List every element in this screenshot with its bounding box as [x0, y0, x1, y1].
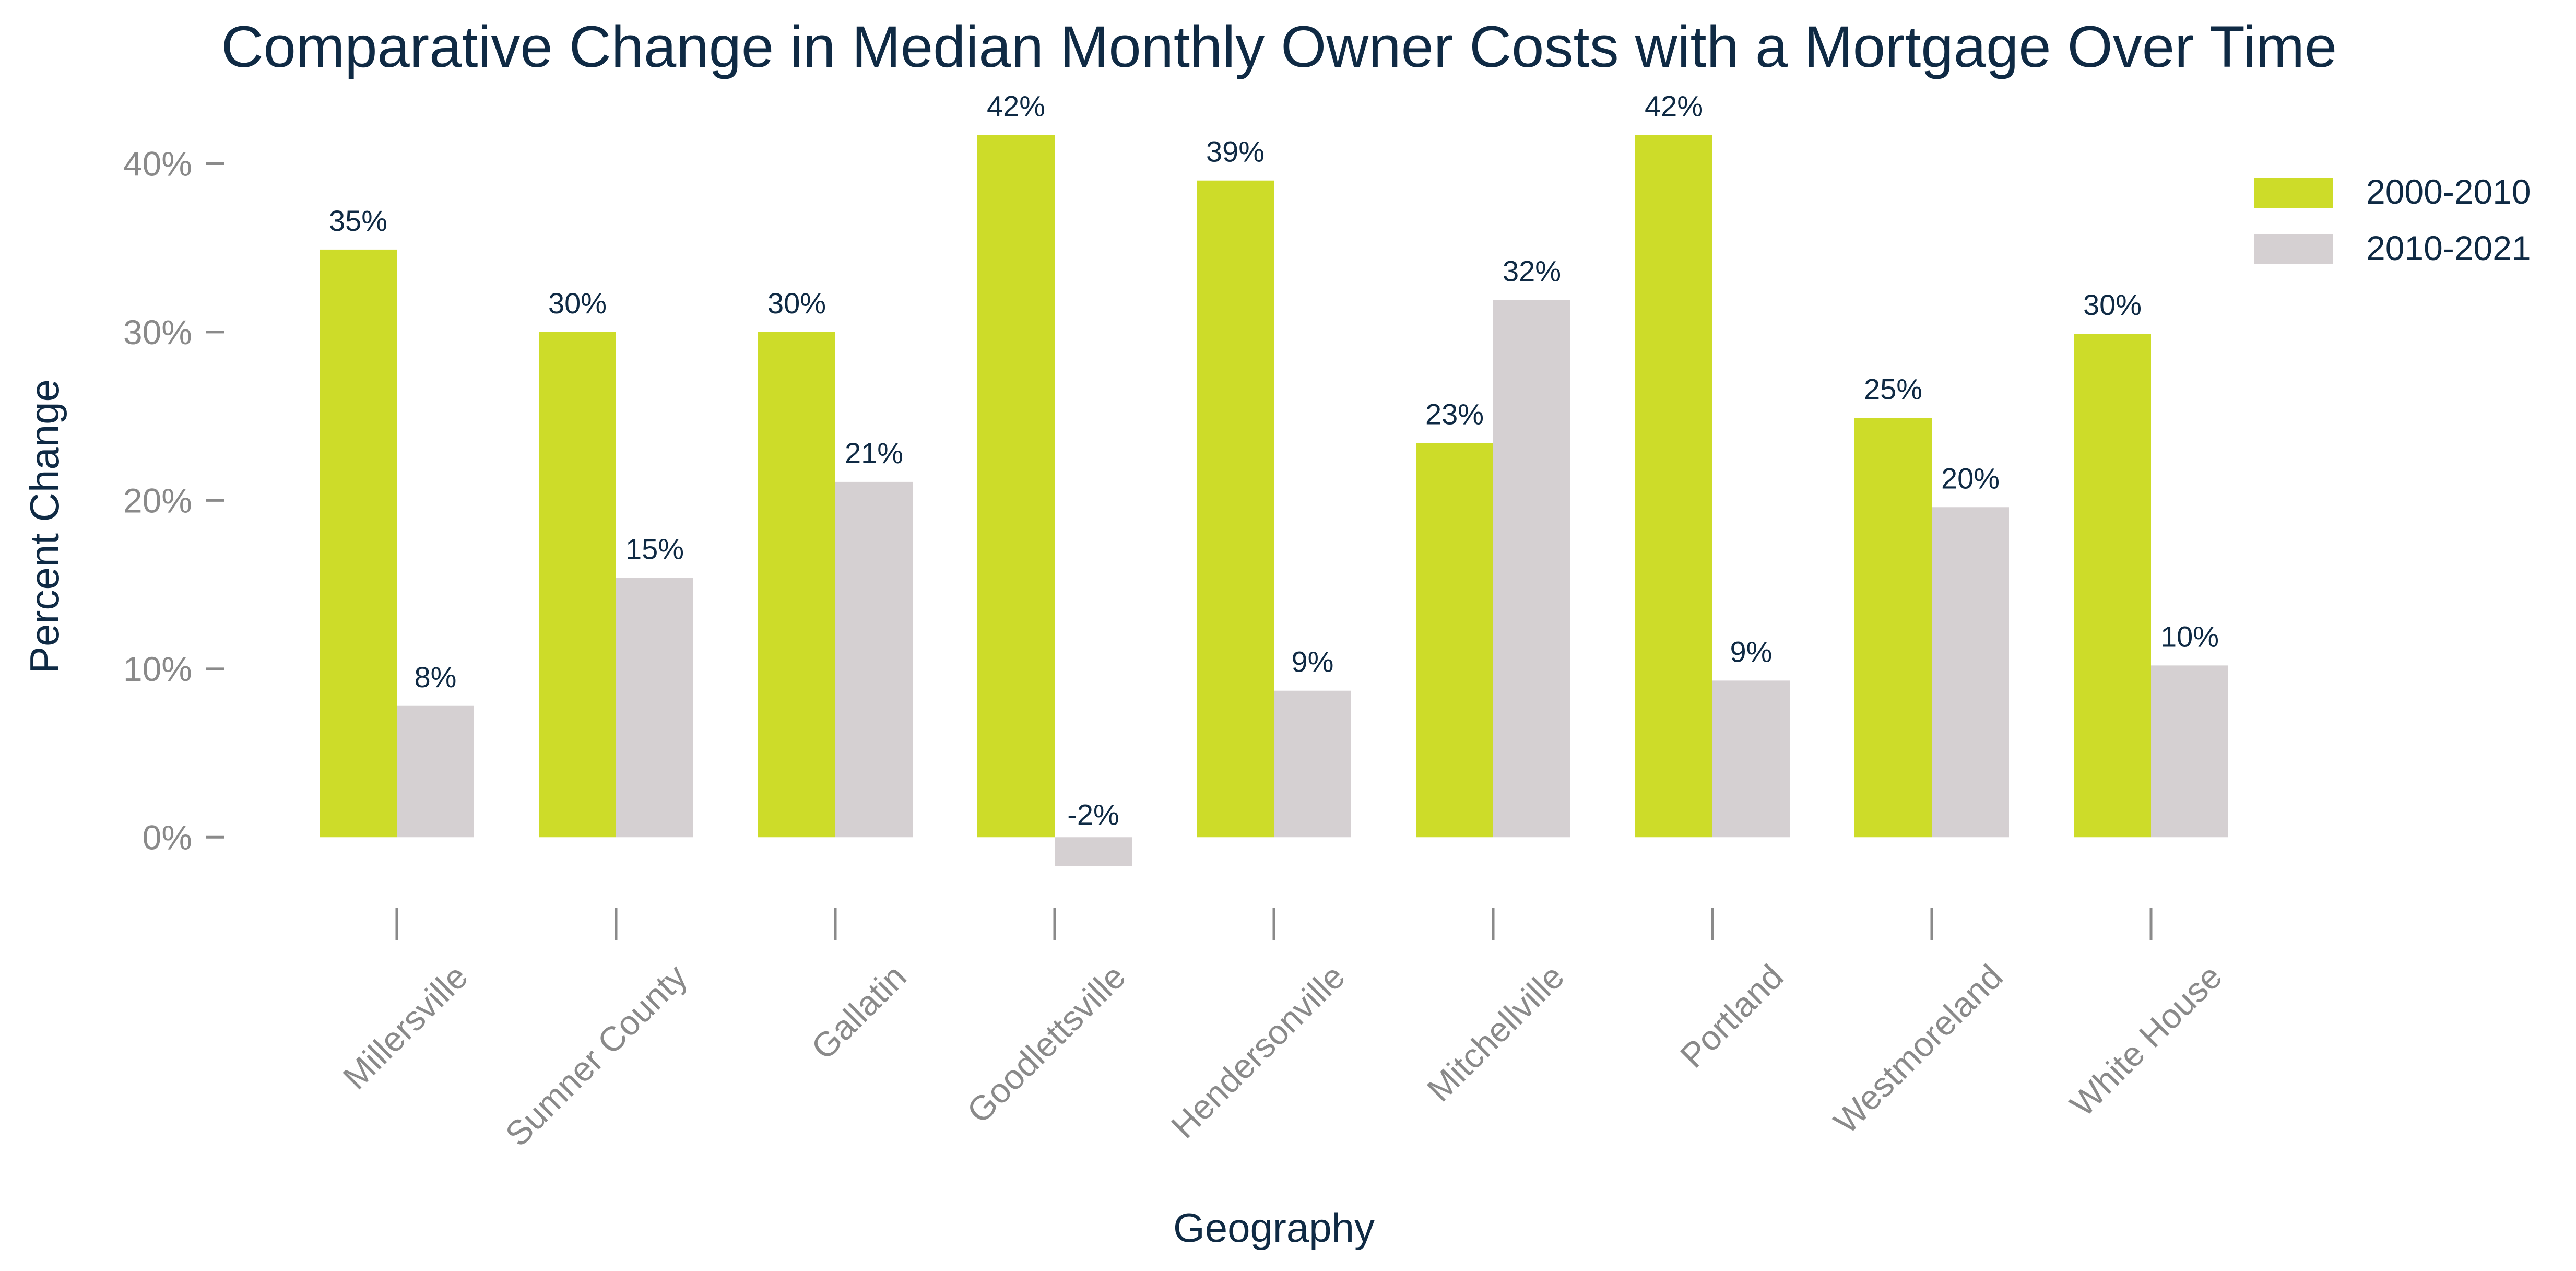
legend-label: 2010-2021	[2366, 229, 2531, 267]
bar-2000-2010	[758, 332, 835, 838]
bar-value-label: 32%	[1503, 255, 1561, 288]
bar-value-label: 30%	[548, 287, 607, 320]
bar-value-label: 8%	[415, 661, 457, 693]
bar-2010-2021	[1274, 690, 1351, 838]
data-labels-group: 35% 8% 30% 15% 30% 21% 42% -2% 39% 9% 23% 32% 42% 9% 2…	[329, 90, 2219, 831]
bar-value-label: 23%	[1425, 398, 1484, 431]
bar-2010-2021	[2151, 665, 2228, 838]
bar-value-label: 35%	[329, 204, 387, 237]
x-category-label: Millersville	[335, 957, 475, 1097]
x-axis-title: Geography	[1173, 1205, 1375, 1251]
legend-label: 2000-2010	[2366, 172, 2531, 211]
bar-2010-2021	[1932, 507, 2009, 838]
x-category-label: Portland	[1673, 957, 1791, 1075]
bar-2000-2010	[1635, 135, 1712, 838]
bar-value-label: 25%	[1864, 372, 1922, 405]
bar-2000-2010	[1197, 180, 1274, 838]
bar-2010-2021	[1712, 680, 1790, 838]
x-category-label: Gallatin	[803, 957, 914, 1067]
bar-2000-2010	[2074, 334, 2151, 838]
bar-value-label: 42%	[1645, 90, 1703, 123]
bar-2010-2021	[397, 705, 474, 838]
x-category-label: Westmoreland	[1826, 957, 2010, 1141]
bar-series-group	[320, 135, 2228, 866]
y-tick-label: 40%	[123, 144, 192, 183]
bar-2010-2021	[835, 481, 913, 838]
bar-value-label: 21%	[845, 437, 903, 469]
x-axis: Millersville Sumner County Gallatin Goodlet…	[335, 908, 2229, 1154]
bar-2000-2010	[1854, 418, 1932, 838]
bar-value-label: 30%	[2083, 288, 2142, 321]
y-tick-label: 30%	[123, 313, 192, 351]
x-category-label: Sumner County	[498, 957, 694, 1154]
bar-value-label: 15%	[625, 533, 684, 566]
x-category-label: White House	[2062, 957, 2229, 1124]
bar-value-label: 30%	[767, 287, 826, 320]
x-category-label: Mitchellville	[1420, 957, 1571, 1109]
bar-value-label: 9%	[1292, 645, 1334, 678]
bar-2010-2021	[1055, 837, 1132, 866]
y-axis: 0% 10% 20% 30% 40%	[123, 144, 224, 856]
y-axis-title: Percent Change	[21, 379, 67, 674]
y-tick-label: 0%	[143, 818, 192, 856]
bar-value-label: 20%	[1941, 462, 2000, 495]
bar-2000-2010	[977, 135, 1055, 838]
bar-2000-2010	[1416, 443, 1493, 838]
x-category-label: Hendersonville	[1164, 957, 1352, 1146]
legend-swatch	[2254, 178, 2333, 208]
bar-value-label: 39%	[1206, 135, 1265, 168]
bar-2010-2021	[616, 578, 693, 838]
x-category-label: Goodlettsville	[959, 957, 1132, 1131]
bar-value-label: 10%	[2160, 620, 2219, 653]
bar-value-label: 9%	[1730, 635, 1773, 668]
y-tick-label: 20%	[123, 481, 192, 520]
bar-value-label: -2%	[1067, 798, 1119, 831]
y-tick-label: 10%	[123, 650, 192, 688]
legend-swatch	[2254, 234, 2333, 264]
bar-2000-2010	[539, 332, 616, 838]
legend: 2000-2010 2010-2021	[2254, 172, 2531, 267]
bar-value-label: 42%	[987, 90, 1045, 123]
bar-2000-2010	[320, 249, 397, 838]
chart-title: Comparative Change in Median Monthly Own…	[221, 14, 2337, 79]
bar-2010-2021	[1493, 300, 1570, 838]
